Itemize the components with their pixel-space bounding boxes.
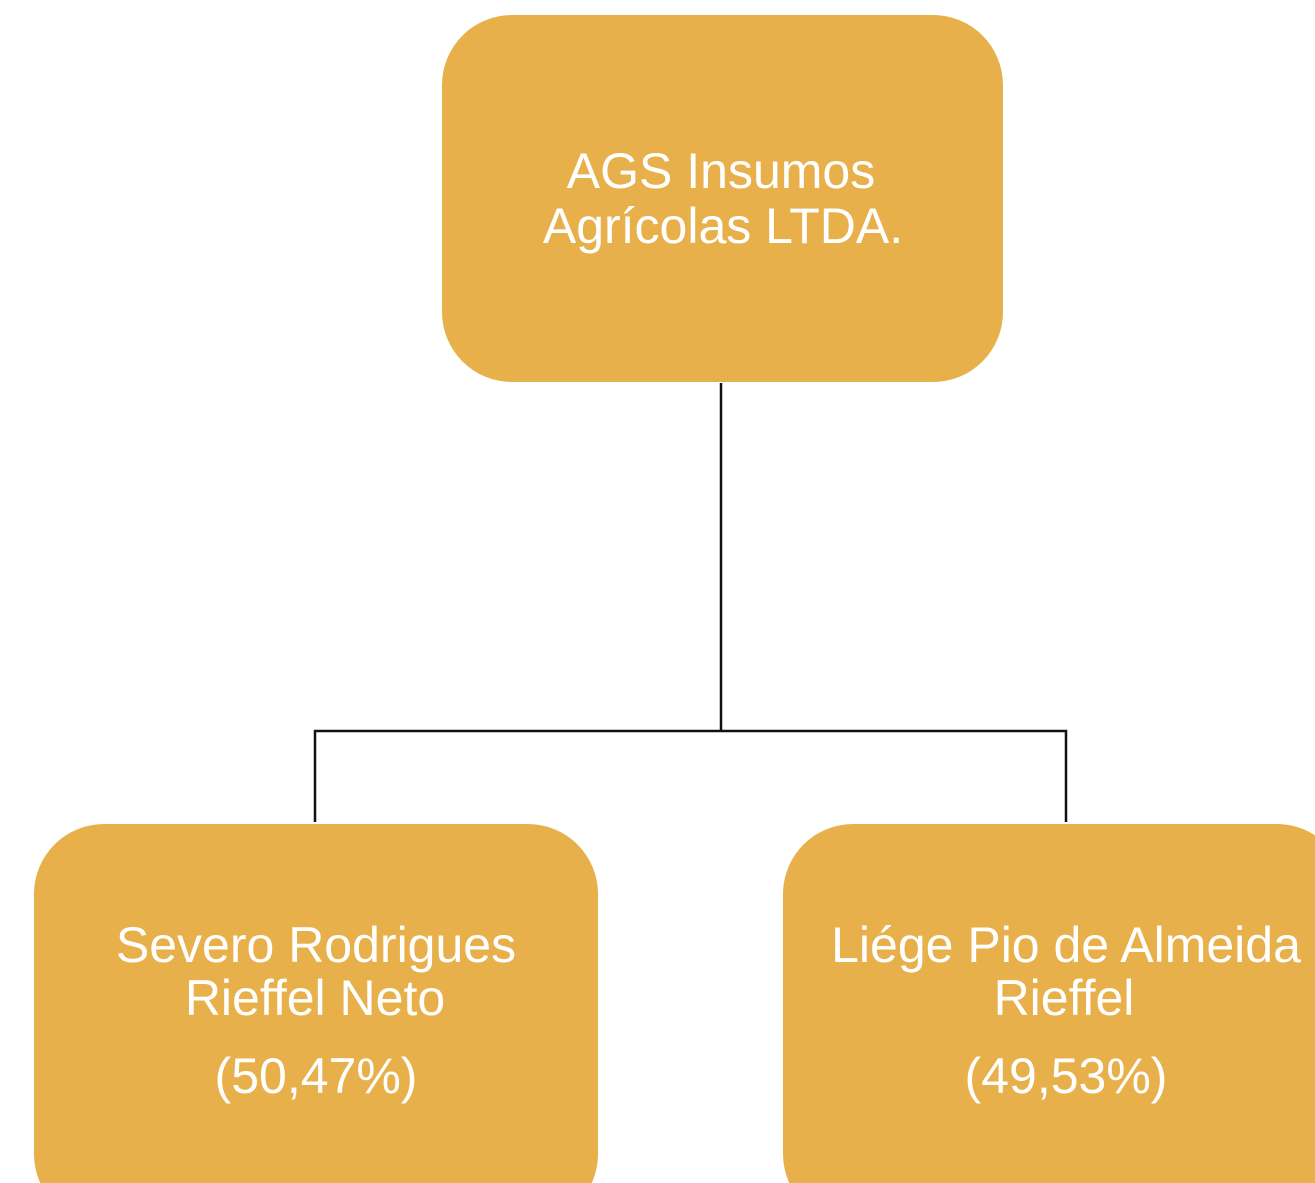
node-box [442,15,1003,382]
node-share: (50,47%) [215,1048,418,1104]
node-label: Rieffel Neto [185,970,445,1026]
node-label: AGS Insumos [567,143,875,199]
connectors [313,383,1068,822]
node-box [783,824,1315,1183]
node-label: Rieffel [994,970,1135,1026]
node-share: (49,53%) [965,1048,1168,1104]
node-label: Agrícolas LTDA. [543,198,903,254]
node-box [34,824,598,1183]
node-label: Liége Pio de Almeida [831,917,1301,973]
connector [313,729,1068,822]
node-label: Severo Rodrigues [116,917,516,973]
